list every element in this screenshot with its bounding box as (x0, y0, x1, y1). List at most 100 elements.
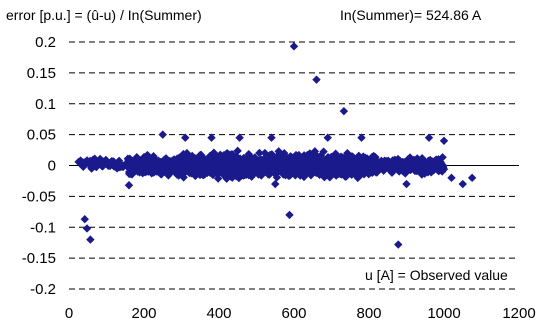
data-point (227, 170, 237, 179)
data-point (157, 161, 166, 170)
data-point (80, 215, 89, 224)
data-point (205, 159, 215, 169)
x-tick-label: 400 (206, 305, 231, 322)
data-point (95, 154, 105, 164)
data-point (269, 152, 278, 161)
data-point (228, 150, 237, 159)
data-point (311, 154, 321, 163)
data-point (433, 161, 443, 170)
data-point (392, 157, 401, 167)
data-point (428, 157, 437, 166)
data-point (233, 146, 242, 156)
data-point (439, 136, 449, 145)
y-axis-label: error [p.u.] = (û-u) / In(Summer) (6, 7, 202, 23)
data-point (430, 165, 439, 174)
data-point (112, 159, 121, 169)
data-point (219, 159, 228, 168)
data-point (310, 147, 320, 156)
data-point (285, 160, 295, 170)
data-point (82, 224, 92, 233)
data-point (124, 181, 134, 190)
data-point (312, 75, 321, 84)
data-point (223, 165, 233, 174)
data-point (190, 168, 199, 177)
data-point (271, 179, 280, 189)
data-point (438, 153, 447, 162)
data-point (339, 106, 349, 116)
y-tick-label: 0 (48, 158, 56, 175)
data-point (387, 168, 397, 177)
data-point (309, 167, 319, 177)
y-tick-label: 0.2 (35, 34, 56, 51)
data-point (88, 155, 98, 165)
data-point (183, 160, 192, 169)
data-point (205, 152, 215, 161)
data-point (207, 133, 216, 142)
data-point (296, 155, 305, 165)
data-point (183, 156, 193, 165)
y-axis-ticks: 0.2 0.15 0.1 0.05 0 -0.05 -0.1 -0.15 -0.2 (22, 34, 56, 298)
data-point (353, 167, 362, 177)
data-point (241, 161, 250, 170)
data-point (131, 164, 140, 174)
data-point (210, 152, 220, 162)
x-axis-ticks: 0 200 400 600 800 1000 1200 (65, 305, 536, 322)
data-point (250, 158, 260, 167)
data-point (353, 173, 362, 183)
y-tick-label: 0.05 (27, 127, 56, 144)
data-point (343, 148, 352, 158)
y-tick-label: -0.15 (22, 250, 56, 267)
data-point (208, 170, 218, 180)
data-point (153, 161, 162, 170)
data-point (347, 152, 357, 161)
data-point (280, 156, 289, 165)
data-point (211, 164, 221, 174)
y-tick-label: -0.05 (22, 188, 56, 205)
data-point (309, 151, 319, 160)
data-point (101, 159, 111, 168)
data-point (196, 150, 206, 160)
data-point (402, 179, 411, 189)
data-point (270, 168, 279, 177)
data-point (344, 158, 353, 167)
data-point (364, 169, 373, 179)
y-tick-label: -0.1 (30, 219, 56, 236)
data-point (357, 157, 366, 167)
data-point (157, 169, 167, 179)
data-point (417, 170, 427, 179)
data-point (393, 163, 402, 172)
data-point (350, 159, 360, 169)
data-point (84, 158, 93, 167)
data-point (164, 171, 173, 180)
data-point (294, 163, 304, 172)
data-point (284, 171, 293, 180)
data-point (201, 163, 210, 173)
data-point (424, 133, 434, 142)
data-point (192, 164, 201, 173)
gridlines (69, 41, 519, 290)
x-tick-label: 600 (281, 305, 306, 322)
data-point (89, 162, 99, 171)
data-point (142, 167, 151, 176)
data-point (319, 147, 328, 156)
data-point (357, 133, 366, 142)
data-point (467, 173, 477, 183)
observed-value-annotation: u [A] = Observed value (365, 267, 508, 283)
data-point (226, 157, 235, 166)
data-point (86, 235, 95, 244)
x-tick-label: 800 (356, 305, 381, 322)
data-point (235, 133, 244, 142)
data-point (376, 164, 385, 173)
data-point (125, 169, 134, 179)
data-point (255, 167, 265, 176)
data-point (437, 160, 446, 169)
data-point (247, 172, 256, 181)
data-point (325, 173, 334, 182)
x-tick-label: 200 (131, 305, 156, 322)
data-point (158, 130, 167, 139)
data-point (299, 172, 309, 182)
data-point (423, 168, 433, 177)
data-point (417, 154, 427, 163)
x-tick-label: 0 (65, 305, 73, 322)
